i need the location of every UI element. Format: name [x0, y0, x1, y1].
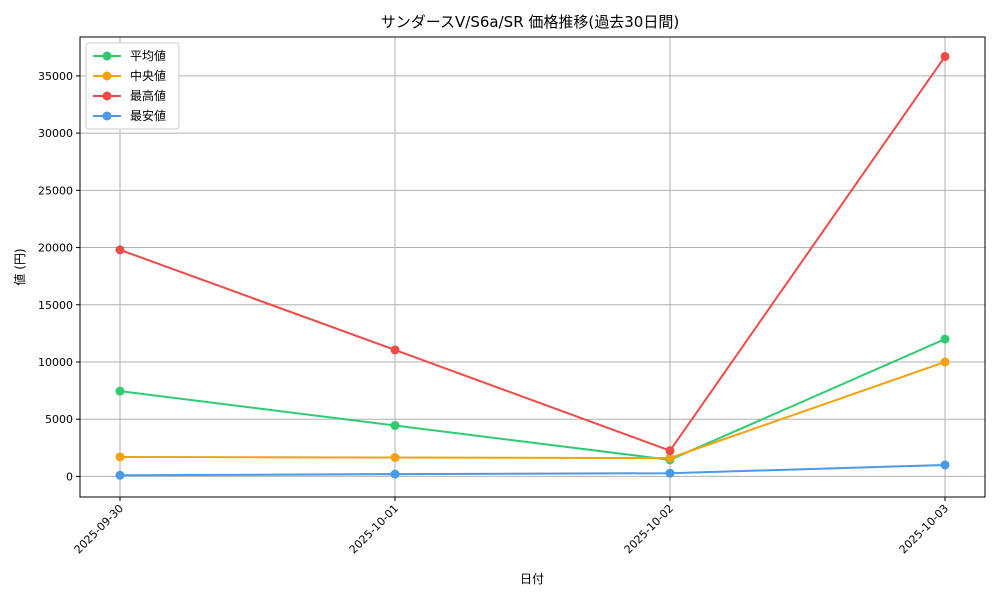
legend-swatch-marker — [102, 91, 112, 101]
y-axis: 0 5000 10000 15000 20000 25000 30000 35000 — [38, 70, 80, 483]
y-tick-label: 25000 — [38, 184, 73, 197]
legend-label: 最高値 — [130, 88, 166, 103]
y-tick-label: 0 — [66, 470, 73, 483]
data-point — [665, 468, 675, 478]
plot-frame — [79, 36, 986, 498]
data-point — [390, 469, 400, 479]
x-axis-label: 日付 — [520, 572, 544, 586]
y-tick-label: 10000 — [38, 356, 73, 369]
data-point — [115, 470, 125, 480]
series-layer — [115, 51, 950, 480]
series-line — [119, 463, 946, 477]
data-point — [115, 386, 125, 396]
legend-swatch-marker — [102, 71, 112, 81]
chart-title: サンダースV/S6a/SR 価格推移(過去30日間) — [381, 13, 679, 31]
legend-label: 最安値 — [130, 108, 166, 123]
y-tick-label: 20000 — [38, 242, 73, 255]
data-point — [940, 51, 950, 61]
series-line — [119, 338, 946, 461]
data-point — [115, 452, 125, 462]
data-point — [940, 357, 950, 367]
legend-swatch-marker — [102, 51, 112, 61]
data-point — [115, 245, 125, 255]
series-line — [119, 55, 946, 452]
data-point — [665, 453, 675, 463]
series-line — [119, 361, 946, 460]
data-point — [390, 345, 400, 355]
y-tick-label: 35000 — [38, 70, 73, 83]
legend-box — [85, 42, 180, 130]
legend-label: 平均値 — [130, 48, 166, 63]
legend-swatch-marker — [102, 111, 112, 121]
data-point — [665, 446, 675, 456]
y-tick-label: 30000 — [38, 127, 73, 140]
data-point — [390, 420, 400, 430]
y-axis-label: 値 (円) — [12, 248, 27, 285]
data-point — [390, 453, 400, 463]
data-point — [940, 334, 950, 344]
legend-label: 中央値 — [130, 68, 166, 83]
data-point — [940, 460, 950, 470]
y-tick-label: 15000 — [38, 299, 73, 312]
y-tick-label: 5000 — [45, 413, 73, 426]
